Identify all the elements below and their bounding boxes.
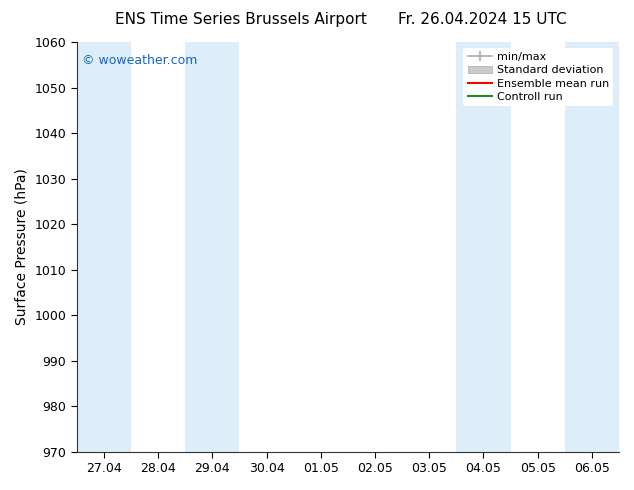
Bar (185, 42, 240, 452)
Legend: min/max, Standard deviation, Ensemble mean run, Controll run: min/max, Standard deviation, Ensemble me… (463, 48, 614, 106)
Bar (77, 42, 131, 452)
Bar (456, 42, 510, 452)
Text: Fr. 26.04.2024 15 UTC: Fr. 26.04.2024 15 UTC (398, 12, 566, 27)
Y-axis label: Surface Pressure (hPa): Surface Pressure (hPa) (15, 169, 29, 325)
Text: ENS Time Series Brussels Airport: ENS Time Series Brussels Airport (115, 12, 367, 27)
Text: © woweather.com: © woweather.com (82, 54, 198, 67)
Bar (565, 42, 619, 452)
